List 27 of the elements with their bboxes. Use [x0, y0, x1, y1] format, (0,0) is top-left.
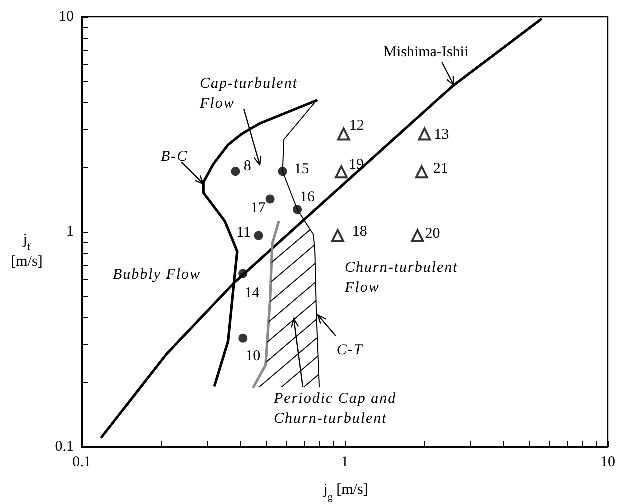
annotation: 8	[244, 158, 252, 175]
annotation: 10	[246, 348, 261, 364]
annotation: C-T	[336, 342, 364, 358]
y-tick-label: 10	[59, 9, 74, 25]
x-tick-label: 1	[341, 454, 349, 470]
annotation: 11	[236, 224, 251, 241]
annotation: 12	[349, 118, 364, 134]
annotation: 18	[352, 224, 368, 240]
annotation: 16	[300, 190, 316, 206]
annotation: 14	[244, 286, 260, 302]
annotation: B-C	[161, 149, 188, 166]
annotation: 13	[434, 127, 450, 144]
annotation: 21	[433, 161, 448, 178]
y-tick-label: 0.1	[55, 439, 74, 455]
annotation: 15	[294, 162, 310, 178]
y-axis-title: j$_{f}$ [m/s]	[11, 232, 43, 270]
annotation: Mishima-Ishii	[384, 44, 469, 61]
annotation: Churn-turbulent Flow	[344, 260, 458, 296]
annotation: Periodic Cap and Churn-turbulent	[273, 391, 397, 427]
x-tick-label: 10	[600, 454, 616, 470]
y-tick-label: 1	[66, 224, 74, 240]
annotation: Bubbly Flow	[112, 267, 202, 283]
x-axis-title: j$_{g}$ [m/s]	[322, 482, 368, 502]
annotation: Cap-turbulent Flow	[199, 76, 298, 112]
x-tick-label: 0.1	[72, 454, 92, 470]
annotation: 17	[250, 200, 266, 216]
annotation: 20	[425, 226, 440, 242]
